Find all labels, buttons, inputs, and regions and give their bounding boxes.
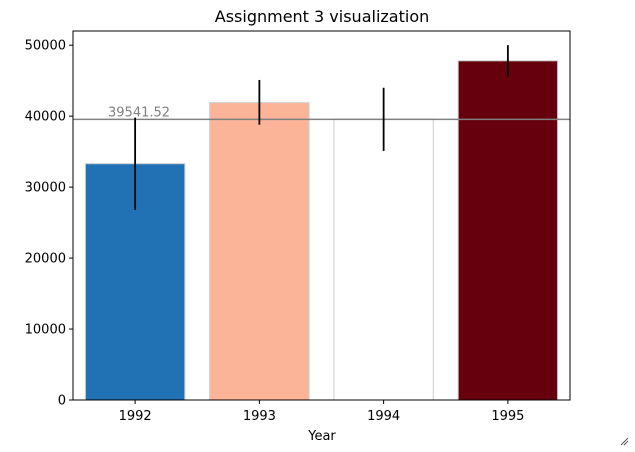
bar-1993 [209, 102, 310, 401]
x-axis-label: Year [307, 429, 336, 444]
y-tick-label: 0 [58, 394, 66, 409]
y-tick-label: 20000 [25, 252, 66, 267]
y-tick-label: 30000 [25, 181, 66, 196]
resize-grip-icon[interactable] [619, 436, 629, 446]
bar-1995 [457, 60, 559, 401]
y-axis: 0 10000 20000 30000 40000 50000 [25, 39, 73, 409]
y-tick-label: 10000 [25, 323, 66, 338]
chart-title: Assignment 3 visualization [215, 7, 430, 26]
x-tick-label: 1993 [243, 409, 276, 424]
plot-area: 39541.52 [73, 45, 570, 401]
bar-1994 [333, 118, 434, 401]
reference-line-label: 39541.52 [108, 105, 170, 120]
x-axis: 1992 1993 1994 1995 [119, 400, 524, 424]
x-tick-label: 1995 [491, 409, 524, 424]
y-tick-label: 40000 [25, 110, 66, 125]
y-tick-label: 50000 [25, 39, 66, 54]
x-tick-label: 1994 [367, 409, 400, 424]
plot-frame [72, 30, 571, 401]
x-tick-label: 1992 [119, 409, 152, 424]
